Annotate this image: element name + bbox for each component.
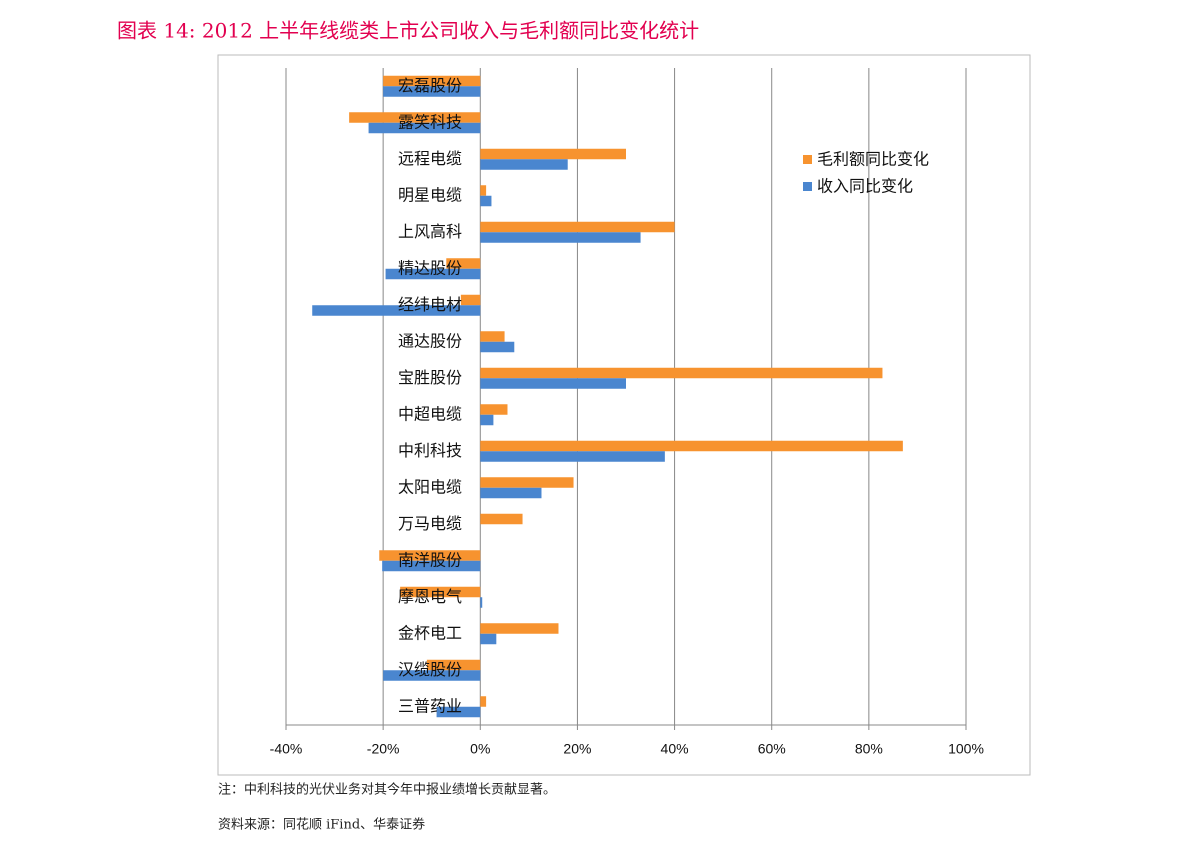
bar [480,487,542,499]
y-tick-label: 三普药业 [398,696,462,715]
x-tick-label: -20% [367,741,400,757]
x-tick-label: 0% [470,741,490,757]
note: 注：中利科技的光伏业务对其今年中报业绩增长贡献显著。 [218,782,556,798]
y-tick-label: 通达股份 [398,331,462,350]
y-tick-label: 经纬电材 [398,295,462,314]
y-tick-label: 远程电缆 [398,149,462,168]
y-tick-label: 宝胜股份 [398,368,462,387]
x-tick-label: 40% [661,741,689,757]
x-tick-label: 60% [758,741,786,757]
x-tick-label: 20% [563,741,591,757]
bar [480,451,665,462]
y-tick-label: 汉缆股份 [398,660,462,679]
bar [480,513,523,525]
bar [480,367,883,379]
y-tick-label: 中利科技 [398,441,462,460]
bar [480,414,494,426]
bar [480,232,641,243]
bar [480,148,626,160]
chart-frame [217,54,1031,776]
bar [480,597,483,608]
bar [382,560,481,572]
source: 资料来源：同花顺 iFind、华泰证券 [218,817,425,833]
bar [480,341,515,353]
bar [460,294,481,306]
bar [480,440,903,452]
bar [383,86,481,97]
bar [480,195,492,207]
bar [480,331,505,342]
bar [480,477,574,488]
bar [480,404,508,415]
x-tick-label: -40% [270,741,303,757]
y-tick-label: 中超电缆 [398,404,462,423]
legend-swatch [803,182,812,191]
y-tick-label: 南洋股份 [398,550,462,569]
bar [379,550,481,561]
x-tick-label: 80% [855,741,883,757]
y-tick-label: 明星电缆 [398,185,462,204]
y-tick-label: 宏磊股份 [398,76,462,95]
bar [480,696,487,707]
y-tick-label: 上风高科 [398,222,462,241]
bar [480,623,559,634]
x-tick-label: 100% [948,741,984,757]
bar [312,305,481,316]
y-tick-label: 露笑科技 [398,112,462,131]
bar [480,221,675,233]
y-tick-label: 万马电缆 [398,514,462,533]
bar [368,122,481,134]
legend-label: 毛利额同比变化 [817,150,929,169]
legend-label: 收入同比变化 [817,177,913,196]
bar [480,378,626,389]
bar [383,75,481,87]
bar [383,670,481,681]
bar [446,258,481,269]
bar [385,268,481,280]
bar [480,633,497,645]
chart-title: 图表 14: 2012 上半年线缆类上市公司收入与毛利额同比变化统计 [117,19,699,43]
y-tick-label: 太阳电缆 [398,477,462,496]
bar [426,659,481,671]
y-tick-label: 金杯电工 [398,623,462,642]
y-tick-label: 精达股份 [398,258,462,277]
bar [480,185,487,196]
legend-swatch [803,155,812,164]
bar [480,159,568,170]
bar [400,586,481,598]
bar [436,706,481,718]
y-tick-label: 摩恩电气 [398,587,462,606]
bar [349,112,481,123]
